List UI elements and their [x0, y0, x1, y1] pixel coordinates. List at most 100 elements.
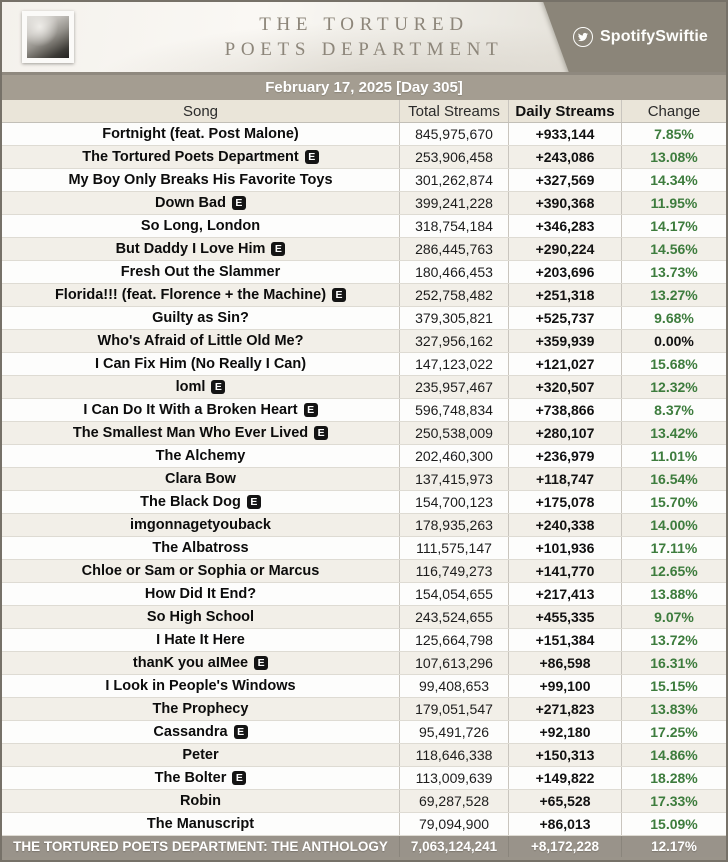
table-row: I Can Fix Him (No Really I Can) 147,123,…	[2, 353, 726, 376]
table-row: But Daddy I Love Him E 286,445,763 +290,…	[2, 238, 726, 261]
song-cell: The Bolter E	[2, 767, 399, 789]
daily-streams-cell: +203,696	[508, 261, 621, 283]
footer-total-streams: 7,063,124,241	[399, 836, 508, 857]
table-row: Peter 118,646,338 +150,313 14.86%	[2, 744, 726, 767]
song-title: Fortnight (feat. Post Malone)	[102, 126, 299, 142]
change-cell: 13.83%	[621, 698, 726, 720]
column-header-change: Change	[621, 100, 726, 122]
change-cell: 18.28%	[621, 767, 726, 789]
song-cell: Florida!!! (feat. Florence + the Machine…	[2, 284, 399, 306]
daily-streams-cell: +150,313	[508, 744, 621, 766]
change-cell: 14.17%	[621, 215, 726, 237]
change-cell: 13.08%	[621, 146, 726, 168]
change-cell: 12.65%	[621, 560, 726, 582]
change-cell: 14.56%	[621, 238, 726, 260]
song-title: I Hate It Here	[156, 632, 245, 648]
total-streams-cell: 235,957,467	[399, 376, 508, 398]
total-streams-cell: 147,123,022	[399, 353, 508, 375]
song-cell: Who's Afraid of Little Old Me?	[2, 330, 399, 352]
table-row: Robin 69,287,528 +65,528 17.33%	[2, 790, 726, 813]
table-row: The Prophecy 179,051,547 +271,823 13.83%	[2, 698, 726, 721]
song-title: I Can Do It With a Broken Heart	[83, 402, 298, 418]
change-cell: 13.73%	[621, 261, 726, 283]
change-cell: 8.37%	[621, 399, 726, 421]
song-title: Down Bad	[155, 195, 226, 211]
daily-streams-cell: +346,283	[508, 215, 621, 237]
song-title: I Can Fix Him (No Really I Can)	[94, 356, 307, 372]
explicit-badge-icon: E	[254, 656, 269, 670]
total-streams-cell: 379,305,821	[399, 307, 508, 329]
daily-streams-cell: +390,368	[508, 192, 621, 214]
song-title: loml	[175, 379, 206, 395]
change-cell: 9.68%	[621, 307, 726, 329]
column-header-daily-streams: Daily Streams	[508, 100, 621, 122]
change-cell: 16.54%	[621, 468, 726, 490]
table-row: The Manuscript 79,094,900 +86,013 15.09%	[2, 813, 726, 836]
total-streams-cell: 137,415,973	[399, 468, 508, 490]
song-title: The Black Dog	[140, 494, 241, 510]
daily-streams-cell: +151,384	[508, 629, 621, 651]
date-bar: February 17, 2025 [Day 305]	[2, 75, 726, 100]
daily-streams-cell: +280,107	[508, 422, 621, 444]
daily-streams-cell: +243,086	[508, 146, 621, 168]
song-cell: Cassandra E	[2, 721, 399, 743]
change-cell: 17.33%	[621, 790, 726, 812]
column-header-total-streams: Total Streams	[399, 100, 508, 122]
table-row: I Look in People's Windows 99,408,653 +9…	[2, 675, 726, 698]
explicit-badge-icon: E	[232, 771, 247, 785]
table-row: I Can Do It With a Broken Heart E 596,74…	[2, 399, 726, 422]
table-row: The Albatross 111,575,147 +101,936 17.11…	[2, 537, 726, 560]
change-cell: 11.95%	[621, 192, 726, 214]
song-cell: I Can Fix Him (No Really I Can)	[2, 353, 399, 375]
table-row: Chloe or Sam or Sophia or Marcus 116,749…	[2, 560, 726, 583]
daily-streams-cell: +271,823	[508, 698, 621, 720]
song-cell: Fortnight (feat. Post Malone)	[2, 123, 399, 145]
total-streams-cell: 250,538,009	[399, 422, 508, 444]
table-row: My Boy Only Breaks His Favorite Toys 301…	[2, 169, 726, 192]
song-title: The Tortured Poets Department	[82, 149, 299, 165]
explicit-badge-icon: E	[231, 196, 246, 210]
change-cell: 15.15%	[621, 675, 726, 697]
twitter-bird-icon	[572, 27, 593, 47]
banner: THE TORTURED POETS DEPARTMENT SpotifySwi…	[2, 2, 726, 72]
song-cell: But Daddy I Love Him E	[2, 238, 399, 260]
daily-streams-cell: +320,507	[508, 376, 621, 398]
daily-streams-cell: +92,180	[508, 721, 621, 743]
daily-streams-cell: +217,413	[508, 583, 621, 605]
daily-streams-cell: +359,939	[508, 330, 621, 352]
change-cell: 15.70%	[621, 491, 726, 513]
daily-streams-cell: +455,335	[508, 606, 621, 628]
table-header: Song Total Streams Daily Streams Change	[2, 100, 726, 123]
total-streams-cell: 178,935,263	[399, 514, 508, 536]
table-row: thanK you aIMee E 107,613,296 +86,598 16…	[2, 652, 726, 675]
song-title: Robin	[179, 793, 222, 809]
song-cell: The Manuscript	[2, 813, 399, 835]
table-row: The Alchemy 202,460,300 +236,979 11.01%	[2, 445, 726, 468]
table-row: So High School 243,524,655 +455,335 9.07…	[2, 606, 726, 629]
total-streams-cell: 95,491,726	[399, 721, 508, 743]
album-title-line-2: POETS DEPARTMENT	[224, 39, 504, 60]
total-streams-cell: 118,646,338	[399, 744, 508, 766]
explicit-badge-icon: E	[211, 380, 226, 394]
explicit-badge-icon: E	[271, 242, 286, 256]
total-streams-cell: 154,054,655	[399, 583, 508, 605]
total-streams-cell: 399,241,228	[399, 192, 508, 214]
album-title-line-1: THE TORTURED	[259, 14, 469, 35]
date-text: February 17, 2025 [Day 305]	[265, 79, 463, 96]
total-streams-cell: 179,051,547	[399, 698, 508, 720]
total-streams-cell: 113,009,639	[399, 767, 508, 789]
song-title: How Did It End?	[144, 586, 257, 602]
total-streams-cell: 69,287,528	[399, 790, 508, 812]
daily-streams-cell: +86,598	[508, 652, 621, 674]
song-cell: thanK you aIMee E	[2, 652, 399, 674]
table-row: So Long, London 318,754,184 +346,283 14.…	[2, 215, 726, 238]
album-art	[22, 11, 74, 63]
song-title: So Long, London	[140, 218, 261, 234]
song-title: thanK you aIMee	[132, 655, 249, 671]
daily-streams-cell: +118,747	[508, 468, 621, 490]
change-cell: 0.00%	[621, 330, 726, 352]
song-cell: Chloe or Sam or Sophia or Marcus	[2, 560, 399, 582]
table-row: The Black Dog E 154,700,123 +175,078 15.…	[2, 491, 726, 514]
song-title: Who's Afraid of Little Old Me?	[97, 333, 304, 349]
footer-change: 12.17%	[621, 836, 726, 857]
